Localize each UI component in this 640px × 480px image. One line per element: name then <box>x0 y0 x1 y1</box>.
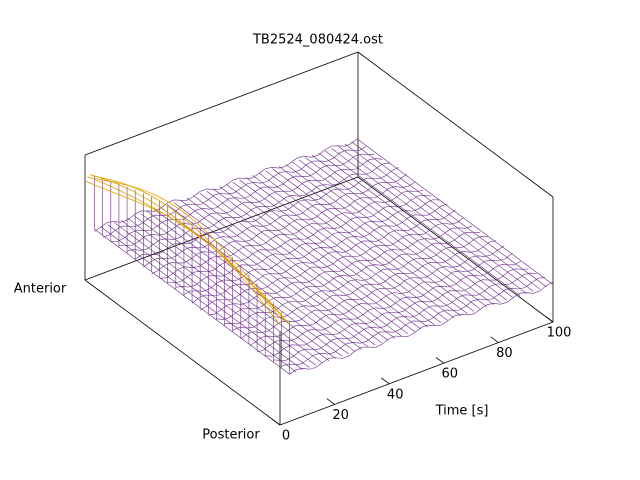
mesh-line <box>151 181 416 275</box>
mesh-line <box>232 240 497 331</box>
x-tick <box>381 377 390 385</box>
mesh-line <box>175 199 440 288</box>
mesh-line <box>240 245 505 339</box>
mesh-line <box>245 177 442 323</box>
mesh-line <box>153 208 350 355</box>
mesh-line <box>311 154 508 301</box>
x-tick-label: 80 <box>496 346 513 361</box>
mesh-line <box>102 146 367 238</box>
mesh-line <box>200 217 464 311</box>
mesh-line <box>252 175 448 321</box>
mesh-line <box>305 157 501 303</box>
mesh-line <box>318 152 514 299</box>
ridge <box>84 174 290 326</box>
mesh-line <box>212 188 409 335</box>
x-tick <box>435 357 445 364</box>
mesh-line <box>281 277 545 367</box>
mesh-line <box>291 161 488 308</box>
mesh-line <box>278 166 475 312</box>
y-end-label: Posterior <box>202 428 260 443</box>
mesh-line <box>159 189 424 279</box>
mesh-line <box>179 199 376 346</box>
ridge-line <box>94 178 290 325</box>
ridge-line <box>92 175 288 323</box>
mesh-line <box>344 143 541 290</box>
mesh-line <box>199 193 396 339</box>
mesh-line <box>107 224 303 370</box>
mesh-line <box>298 159 494 305</box>
mesh-line <box>127 217 323 364</box>
mesh-line <box>166 204 363 350</box>
mesh-line <box>351 141 547 287</box>
mesh-line <box>256 261 521 353</box>
mesh-line <box>224 236 489 325</box>
box-edge <box>84 176 359 281</box>
x-tick-label: 100 <box>547 326 572 341</box>
mesh-line <box>135 167 399 260</box>
box-edge <box>84 279 281 426</box>
mesh-line <box>100 226 297 373</box>
mesh-line <box>338 145 534 292</box>
mesh-line <box>193 195 389 341</box>
mesh-line <box>232 181 429 328</box>
ridge-line <box>84 180 281 326</box>
ridge-line <box>87 176 283 322</box>
mesh-line <box>226 184 422 330</box>
x-tick <box>326 398 335 405</box>
x-tick-label: 0 <box>282 429 290 444</box>
mesh-line <box>183 203 448 295</box>
x-tick <box>271 418 281 426</box>
y-end-label: Anterior <box>14 282 67 297</box>
x-axis-label: Time [s] <box>435 404 489 419</box>
mesh-line <box>208 225 472 316</box>
mesh-line <box>206 190 402 337</box>
x-tick-label: 40 <box>387 387 404 402</box>
mesh-line <box>357 139 554 285</box>
mesh-line <box>191 209 456 304</box>
x-tick-label: 60 <box>442 367 459 382</box>
chart-title: TB2524_080424.ost <box>252 33 383 48</box>
mesh-line <box>219 186 415 332</box>
mesh-line <box>216 231 480 320</box>
mesh-line <box>94 137 359 232</box>
box-edge <box>84 51 359 156</box>
mesh-line <box>273 272 537 361</box>
mesh-line <box>133 215 330 362</box>
mesh-line <box>265 268 529 357</box>
mesh-line <box>173 202 369 348</box>
x-tick <box>490 336 499 343</box>
box-edge <box>357 51 554 198</box>
box-edge <box>279 321 554 426</box>
mesh-line <box>239 179 435 326</box>
mesh-line <box>272 168 468 314</box>
mesh-line <box>248 252 513 347</box>
box-edge <box>357 176 554 323</box>
mesh-line <box>285 163 481 310</box>
mesh-line <box>114 222 310 368</box>
mesh-line <box>140 213 336 359</box>
surface <box>94 137 554 375</box>
x-tick-label: 20 <box>332 408 349 423</box>
mesh-line <box>289 281 554 375</box>
mesh-line <box>331 148 527 294</box>
mesh-line <box>186 197 382 344</box>
mesh-line <box>167 195 432 284</box>
mesh-line <box>120 220 317 366</box>
mesh-line <box>126 162 391 252</box>
mesh-line <box>147 211 343 357</box>
mesh-line <box>324 150 521 296</box>
mesh-line <box>259 172 455 319</box>
mesh-line <box>265 170 461 317</box>
x-tick <box>544 315 554 323</box>
mesh-line <box>110 153 375 242</box>
